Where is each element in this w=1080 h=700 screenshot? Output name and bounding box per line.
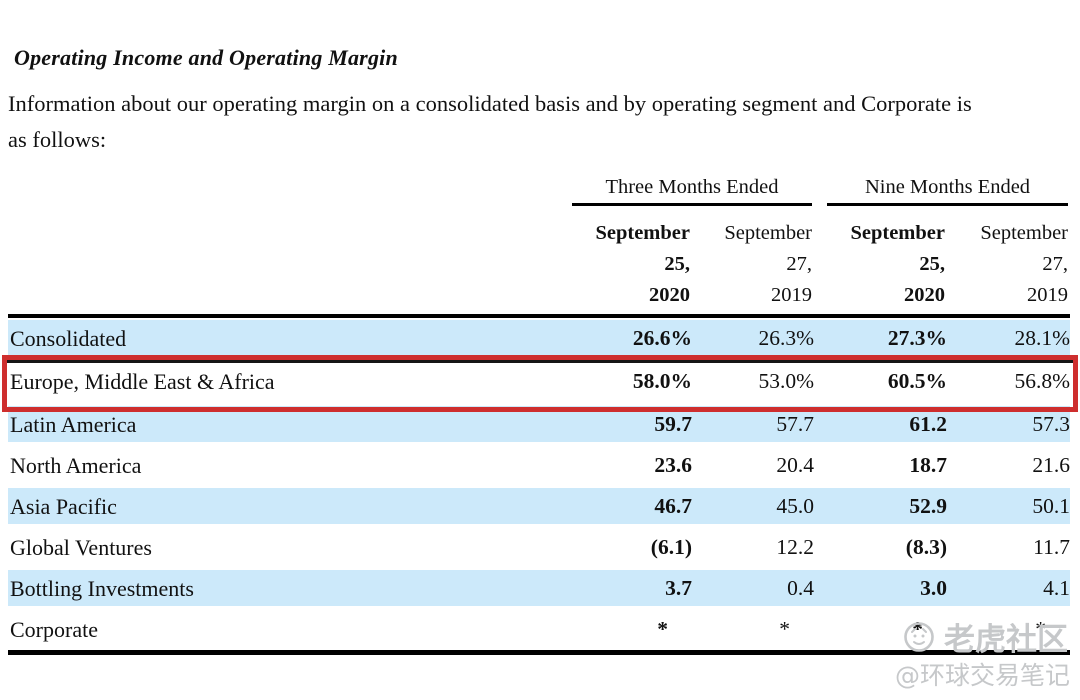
row-value: * xyxy=(657,617,668,641)
column-header-line: September xyxy=(850,222,945,244)
row-value: 57.3 xyxy=(1032,412,1070,436)
intro-line-1: Information about our operating margin o… xyxy=(8,91,972,116)
group-header-gap xyxy=(812,176,827,206)
row-value: 57.7 xyxy=(776,412,814,436)
row-label: Global Ventures xyxy=(10,534,152,560)
row-value: * xyxy=(912,617,923,641)
column-header-line: 2020 xyxy=(649,284,690,306)
row-value: 20.4 xyxy=(776,453,814,477)
row-value: 3.0 xyxy=(920,576,947,600)
row-label: Consolidated xyxy=(10,325,127,351)
row-value: 11.7 xyxy=(1033,535,1070,559)
tiger-logo-icon xyxy=(904,621,934,652)
watermark-handle: @环球交易笔记 xyxy=(894,661,1070,690)
row-value: 50.1 xyxy=(1032,494,1070,518)
row-value: 18.7 xyxy=(909,453,947,477)
row-value: 28.1% xyxy=(1014,326,1070,350)
column-header-line: September xyxy=(980,222,1068,244)
row-value: 58.0% xyxy=(632,369,692,393)
operating-margin-table: Three Months Ended Nine Months Ended Sep… xyxy=(2,176,1078,655)
column-header-line: 2020 xyxy=(904,284,945,306)
column-header-line: 27, xyxy=(786,253,812,275)
column-header-sep-25-2020-ytd: September 25, 2020 xyxy=(812,218,945,311)
row-label: North America xyxy=(10,452,142,478)
row-value: 56.8% xyxy=(1014,369,1070,393)
table-row-latin-america: Latin America 59.7 57.7 61.2 57.3 xyxy=(8,404,1070,445)
column-header-sep-25-2020-q: September 25, 2020 xyxy=(568,218,690,311)
row-value: 53.0% xyxy=(758,369,814,393)
group-header-three-months: Three Months Ended xyxy=(572,176,812,206)
intro-line-2: as follows: xyxy=(8,127,107,152)
page-title: Operating Income and Operating Margin xyxy=(14,44,398,70)
row-value: (8.3) xyxy=(905,535,947,559)
table-group-header-row: Three Months Ended Nine Months Ended xyxy=(8,176,1070,206)
row-value: 21.6 xyxy=(1032,453,1070,477)
intro-paragraph: Information about our operating margin o… xyxy=(8,86,972,158)
row-value: 0.4 xyxy=(787,576,814,600)
table-bottom-rule xyxy=(8,650,1070,655)
row-value: 26.6% xyxy=(632,326,692,350)
row-value: 60.5% xyxy=(887,369,947,393)
row-value: 4.1 xyxy=(1043,576,1070,600)
watermark-community: 老虎社区 xyxy=(903,614,1068,659)
row-label: Latin America xyxy=(10,411,137,437)
column-header-sep-27-2019-ytd: September 27, 2019 xyxy=(945,218,1068,311)
column-header-line: 2019 xyxy=(1027,284,1068,306)
row-value: * xyxy=(1035,617,1046,641)
column-header-line: September xyxy=(724,222,812,244)
row-value: 26.3% xyxy=(758,326,814,350)
row-value: 45.0 xyxy=(776,494,814,518)
row-label: Asia Pacific xyxy=(10,493,117,519)
row-value: 46.7 xyxy=(654,494,692,518)
watermark-community-label: 老虎社区 xyxy=(944,622,1068,658)
table-row-europe-middle-east-africa: Europe, Middle East & Africa 58.0% 53.0%… xyxy=(8,359,1070,404)
table-column-header-row: September 25, 2020 September 27, 2019 Se… xyxy=(8,206,1070,311)
row-label: Corporate xyxy=(10,616,98,642)
table-row-bottling-investments: Bottling Investments 3.7 0.4 3.0 4.1 xyxy=(8,568,1070,609)
row-label: Bottling Investments xyxy=(10,575,194,601)
table-body: Consolidated 26.6% 26.3% 27.3% 28.1% Eur… xyxy=(2,318,1078,650)
table-row-global-ventures: Global Ventures (6.1) 12.2 (8.3) 11.7 xyxy=(8,527,1070,568)
table-row-north-america: North America 23.6 20.4 18.7 21.6 xyxy=(8,445,1070,486)
row-value: 61.2 xyxy=(909,412,947,436)
column-header-line: 25, xyxy=(919,253,945,275)
column-header-line: 25, xyxy=(664,253,690,275)
table-header-rule xyxy=(8,314,1070,318)
table-row-corporate: Corporate * * * * xyxy=(8,609,1070,650)
column-header-sep-27-2019-q: September 27, 2019 xyxy=(690,218,812,311)
table-row-asia-pacific: Asia Pacific 46.7 45.0 52.9 50.1 xyxy=(8,486,1070,527)
row-value: * xyxy=(779,617,790,641)
row-value: 52.9 xyxy=(909,494,947,518)
group-header-spacer xyxy=(8,176,572,206)
row-value: 59.7 xyxy=(654,412,692,436)
row-label: Europe, Middle East & Africa xyxy=(10,368,275,394)
column-header-line: 2019 xyxy=(771,284,812,306)
table-row-consolidated: Consolidated 26.6% 26.3% 27.3% 28.1% xyxy=(8,318,1070,359)
row-value: 12.2 xyxy=(776,535,814,559)
row-value: 27.3% xyxy=(887,326,947,350)
column-header-line: September xyxy=(595,222,690,244)
group-header-nine-months: Nine Months Ended xyxy=(827,176,1068,206)
column-header-line: 27, xyxy=(1042,253,1068,275)
row-value: (6.1) xyxy=(650,535,692,559)
row-value: 3.7 xyxy=(665,576,692,600)
column-header-spacer xyxy=(8,218,568,311)
row-value: 23.6 xyxy=(654,453,692,477)
